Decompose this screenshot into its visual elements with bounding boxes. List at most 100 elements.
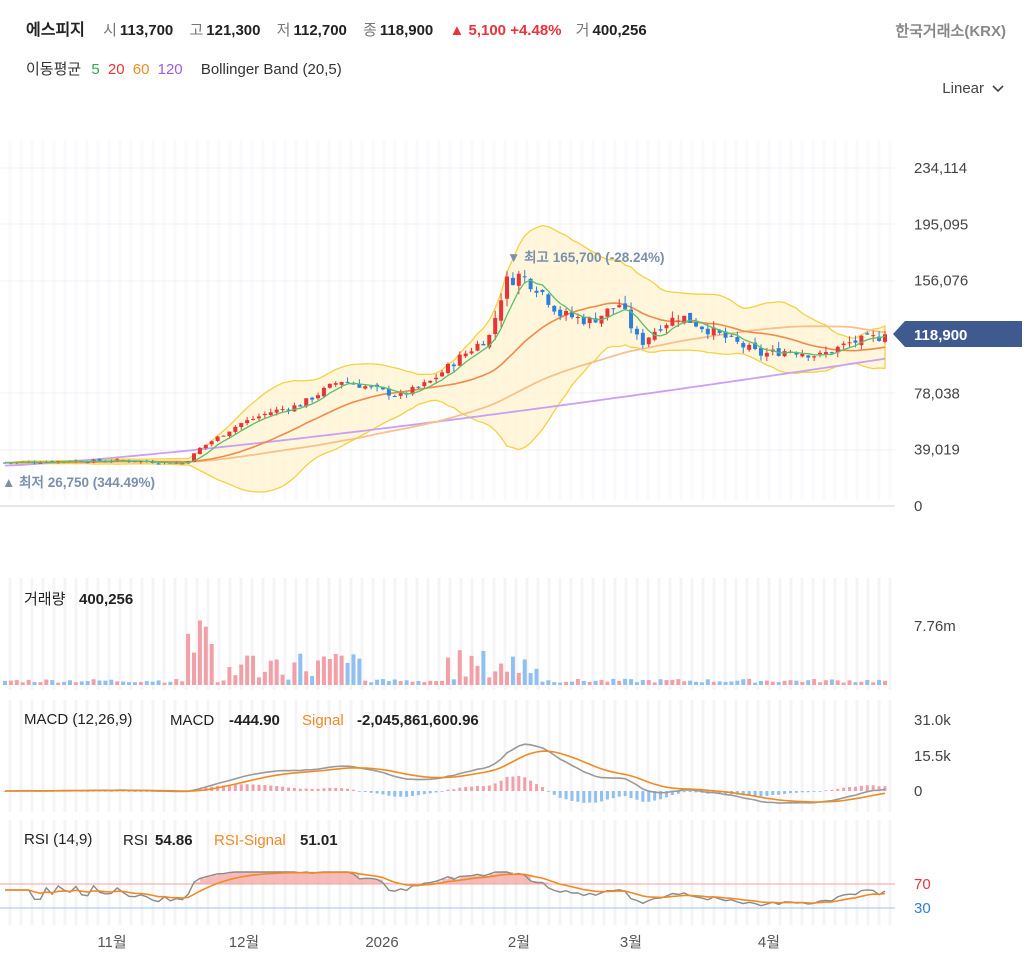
volume-bar: [788, 680, 793, 685]
candle-body: [457, 354, 462, 366]
candle-body: [416, 386, 421, 388]
candle-body: [865, 333, 870, 335]
candle-body: [451, 364, 456, 367]
ma120-period: 120: [157, 61, 183, 78]
volume-bar: [564, 681, 569, 685]
volume-bar: [457, 650, 462, 685]
volume-bar: [711, 681, 716, 685]
candle-body: [853, 340, 858, 343]
macd-hist-bar: [416, 791, 420, 796]
macd-hist-bar: [499, 780, 503, 791]
volume-bar: [445, 657, 450, 685]
time-axis-label: 2월: [508, 934, 530, 951]
volume-bar: [380, 679, 385, 685]
macd-hist-bar: [381, 791, 385, 795]
macd-axis-tick-zero: 0: [914, 783, 922, 800]
volume-bar: [386, 681, 391, 685]
macd-hist-bar: [245, 784, 249, 791]
candle-body: [469, 351, 474, 354]
macd-hist-bar: [322, 788, 326, 791]
candle-body: [835, 346, 840, 353]
volume-bar: [38, 682, 43, 685]
candle-body: [758, 348, 763, 356]
candle-body: [339, 382, 344, 385]
macd-hist-bar: [446, 789, 450, 791]
macd-hist-bar: [653, 791, 657, 801]
rsi-axis-30: 30: [914, 900, 931, 917]
volume-bar: [493, 671, 498, 685]
time-axis-label: 4월: [758, 934, 780, 951]
candle-body: [221, 435, 226, 437]
volume-bar: [587, 681, 592, 685]
macd-title: MACD (12,26,9): [24, 711, 132, 728]
macd-hist-bar: [222, 785, 226, 791]
volume-bar: [634, 682, 639, 685]
macd-hist-bar: [558, 791, 562, 798]
volume-bar: [115, 681, 120, 685]
macd-hist-bar: [440, 791, 444, 792]
volume-bar: [717, 681, 722, 685]
candle-body: [729, 335, 734, 337]
candle-body: [298, 405, 303, 407]
candle-body: [156, 463, 161, 465]
volume-bar: [629, 679, 634, 685]
macd-hist-bar: [523, 777, 527, 791]
candle-body: [85, 462, 90, 464]
macd-hist-bar: [670, 791, 674, 796]
candle-body: [97, 459, 102, 461]
candle-body: [829, 352, 834, 354]
volume-bar: [32, 682, 37, 685]
macd-hist-bar: [546, 791, 550, 792]
candle-body: [215, 436, 220, 441]
macd-hist-bar: [753, 791, 757, 796]
volume-bar: [835, 680, 840, 685]
macd-hist-bar: [747, 791, 751, 796]
volume-bar: [499, 663, 504, 685]
bollinger-band: [5, 224, 886, 493]
candle-body: [552, 305, 557, 312]
volume-bar: [44, 679, 49, 685]
candle-body: [741, 343, 746, 348]
macd-hist-bar: [529, 780, 533, 791]
volume-bar: [853, 682, 858, 685]
candle-body: [658, 329, 663, 331]
candle-body: [753, 342, 758, 349]
volume-bar: [540, 681, 545, 685]
candle-body: [280, 409, 285, 411]
volume-bar: [298, 653, 303, 685]
volume-bar: [3, 680, 7, 685]
candle-body: [434, 377, 439, 380]
candle-body: [475, 343, 480, 351]
scale-selector[interactable]: Linear: [942, 80, 1004, 97]
volume-bar: [800, 681, 805, 685]
close-label: 종: [363, 22, 377, 39]
volume-bar: [410, 681, 415, 685]
volume-bar: [227, 667, 232, 685]
candle-body: [823, 352, 828, 355]
macd-hist-bar: [517, 776, 521, 791]
macd-hist-bar: [617, 791, 621, 797]
horizontal-grid: [0, 167, 895, 507]
moving-average-legend[interactable]: 이동평균 5 20 60 120 Bollinger Band (20,5): [26, 58, 346, 79]
volume-bar: [209, 643, 214, 685]
volume-bar: [245, 655, 250, 685]
candle-body: [363, 386, 368, 389]
candle-body: [522, 276, 527, 278]
time-axis-label: 2026: [365, 934, 398, 951]
candle-body: [327, 383, 332, 388]
volume-bar: [286, 679, 291, 685]
volume-bar: [481, 650, 486, 685]
volume-bar: [186, 633, 191, 685]
macd-hist-bar: [540, 787, 544, 791]
price-axis-tick: 234,114: [914, 160, 967, 177]
macd-hist-bar: [375, 791, 379, 794]
volume-bar: [658, 679, 663, 685]
macd-hist-bar: [251, 784, 255, 791]
candle-body: [321, 387, 326, 397]
volume-bar: [510, 656, 515, 685]
candle-body: [132, 461, 137, 463]
macd-hist-bar: [475, 785, 479, 791]
volume-bar: [357, 658, 362, 685]
candle-body: [841, 343, 846, 346]
